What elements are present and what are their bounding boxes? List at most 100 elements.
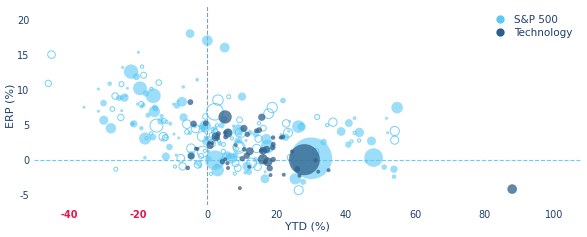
- Point: [214, 132, 223, 136]
- Point: [279, 173, 288, 177]
- Point: [252, 146, 261, 150]
- Point: [201, 140, 210, 144]
- Point: [166, 122, 175, 126]
- Point: [106, 126, 116, 130]
- Point: [201, 115, 210, 118]
- Point: [191, 127, 200, 131]
- Point: [203, 39, 212, 42]
- Point: [198, 128, 208, 131]
- Point: [258, 149, 268, 153]
- Point: [227, 137, 237, 140]
- Point: [211, 129, 220, 133]
- Point: [178, 164, 187, 168]
- Point: [237, 95, 247, 99]
- Point: [152, 124, 161, 128]
- Point: [137, 126, 146, 130]
- Point: [383, 131, 392, 135]
- Point: [198, 150, 207, 154]
- Point: [150, 109, 159, 113]
- Y-axis label: ERP (%): ERP (%): [5, 83, 16, 128]
- Point: [179, 115, 188, 119]
- Point: [220, 154, 230, 158]
- Point: [154, 81, 164, 85]
- Point: [137, 65, 147, 68]
- Point: [137, 105, 146, 109]
- Point: [208, 127, 217, 131]
- Point: [328, 120, 338, 124]
- Point: [221, 135, 230, 139]
- Point: [215, 142, 225, 146]
- Point: [393, 106, 402, 109]
- Point: [156, 119, 166, 123]
- Point: [210, 127, 220, 131]
- Point: [189, 122, 198, 126]
- Point: [117, 96, 126, 100]
- Point: [268, 136, 278, 139]
- Point: [219, 142, 228, 146]
- Point: [336, 130, 346, 133]
- Point: [232, 147, 242, 150]
- Point: [185, 32, 195, 36]
- Point: [208, 141, 217, 145]
- Point: [295, 174, 304, 178]
- Point: [281, 122, 291, 125]
- Point: [205, 144, 215, 147]
- Point: [276, 133, 286, 137]
- Point: [140, 137, 150, 141]
- Point: [242, 132, 252, 136]
- Point: [224, 130, 233, 134]
- Point: [99, 101, 108, 105]
- Point: [161, 136, 170, 140]
- Point: [241, 139, 251, 142]
- Point: [139, 103, 148, 107]
- Point: [201, 124, 210, 128]
- Point: [197, 125, 206, 129]
- Point: [199, 125, 208, 129]
- Point: [224, 130, 233, 134]
- Point: [253, 165, 262, 169]
- Point: [195, 164, 204, 167]
- Point: [258, 155, 268, 159]
- Point: [252, 129, 261, 133]
- Point: [313, 170, 323, 173]
- Point: [227, 156, 237, 160]
- Point: [161, 134, 171, 138]
- Point: [254, 159, 264, 162]
- Point: [245, 165, 254, 169]
- Point: [150, 106, 160, 109]
- Point: [174, 136, 183, 140]
- Point: [281, 135, 291, 139]
- Point: [204, 157, 213, 161]
- Point: [235, 118, 244, 122]
- Point: [306, 156, 316, 160]
- Point: [220, 115, 230, 119]
- Point: [382, 116, 392, 120]
- Point: [169, 102, 178, 106]
- Point: [182, 122, 191, 126]
- Point: [390, 138, 399, 142]
- Point: [242, 154, 251, 158]
- Point: [298, 180, 308, 184]
- Point: [207, 172, 216, 176]
- Point: [343, 143, 353, 146]
- Point: [193, 147, 202, 151]
- Point: [204, 141, 214, 145]
- Point: [191, 147, 201, 150]
- Point: [213, 168, 222, 172]
- Point: [199, 125, 208, 129]
- Point: [126, 70, 136, 73]
- Point: [218, 119, 228, 123]
- Point: [159, 119, 168, 123]
- Point: [287, 150, 296, 153]
- Point: [139, 73, 149, 77]
- Point: [235, 186, 245, 190]
- Point: [294, 188, 303, 192]
- Point: [43, 82, 53, 85]
- Point: [187, 146, 196, 150]
- Point: [242, 164, 252, 168]
- Point: [508, 187, 517, 191]
- Point: [170, 165, 180, 169]
- Point: [197, 135, 207, 138]
- Point: [214, 139, 224, 143]
- Point: [99, 118, 109, 122]
